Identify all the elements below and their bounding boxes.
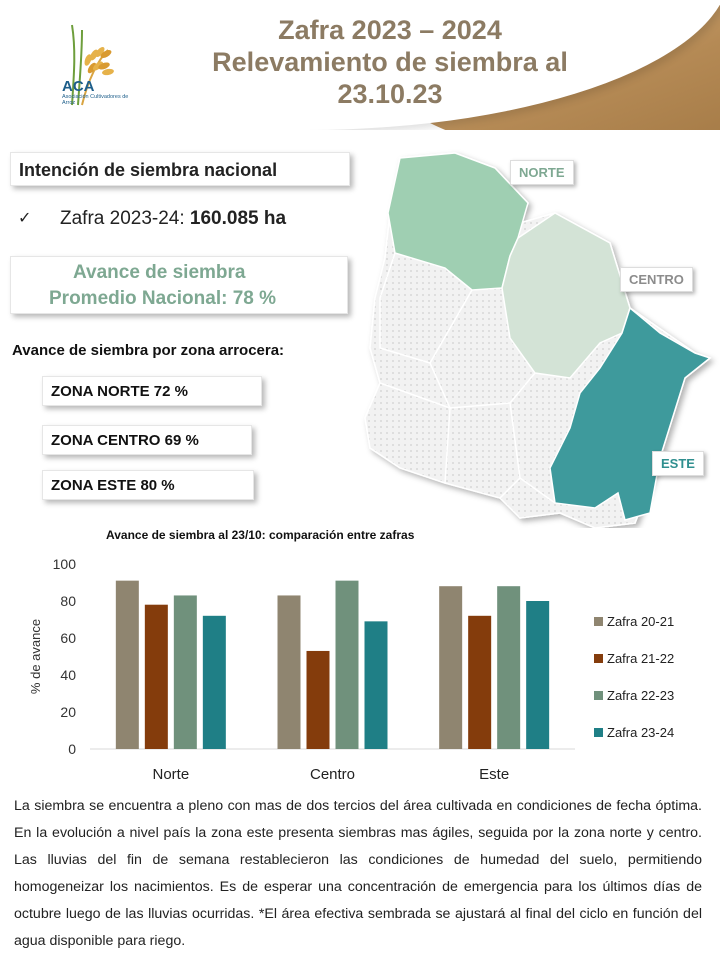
bar-chart: 0 20 40 60 80 100 % de avance Norte Centro Este Za… <box>28 556 674 783</box>
x-tick-label: Este <box>479 766 509 783</box>
x-tick-label: Norte <box>152 766 189 783</box>
intencion-heading: Intención de siembra nacional <box>19 160 278 180</box>
bar <box>364 621 388 749</box>
logo-acronym: ACA <box>62 78 95 95</box>
x-tick-label: Centro <box>310 766 355 783</box>
map-label-norte: NORTE <box>510 160 574 185</box>
legend-label: Zafra 23-24 <box>607 725 674 740</box>
bar <box>439 586 463 749</box>
avance-promedio: Promedio Nacional: 78 % <box>49 288 277 309</box>
bar <box>144 604 168 749</box>
legend-swatch <box>594 654 603 663</box>
map-department-borders <box>379 252 556 504</box>
title-line-1: Zafra 2023 – 2024 <box>278 15 502 45</box>
header-banner: Zafra 2023 – 2024 Relevamiento de siembr… <box>0 0 720 130</box>
page-title: Zafra 2023 – 2024 Relevamiento de siembr… <box>150 14 630 110</box>
y-tick-label: 100 <box>53 556 77 572</box>
uruguay-zones-map <box>364 152 712 528</box>
zona-centro-box: ZONA CENTRO 69 % <box>42 425 252 455</box>
legend-label: Zafra 20-21 <box>607 614 674 629</box>
map-label-este: ESTE <box>652 451 704 476</box>
zona-este-box: ZONA ESTE 80 % <box>42 470 254 500</box>
y-tick-label: 60 <box>60 630 76 646</box>
zona-centro-label: ZONA CENTRO 69 % <box>51 432 199 449</box>
bar <box>173 595 197 749</box>
zafra-area-line: Zafra 2023-24: 160.085 ha <box>60 208 286 230</box>
zafra-value: 160.085 ha <box>189 208 287 229</box>
zona-heading: Avance de siembra por zona arrocera: <box>12 342 285 359</box>
map-label-centro: CENTRO <box>620 267 693 292</box>
legend-swatch <box>594 617 603 626</box>
title-line-2: Relevamiento de siembra al <box>212 47 568 77</box>
zafra-label: Zafra 2023-24: <box>60 208 185 229</box>
map-region-este <box>549 306 712 521</box>
title-line-3: 23.10.23 <box>337 79 443 109</box>
bar <box>202 615 226 749</box>
avance-nacional-box: Avance de siembra Promedio Nacional: 78 … <box>10 256 348 314</box>
bar <box>306 650 330 749</box>
y-tick-label: 80 <box>60 593 76 609</box>
legend-swatch <box>594 728 603 737</box>
bar <box>468 615 492 749</box>
rice-stalk-logo-icon <box>71 24 114 106</box>
zona-norte-box: ZONA NORTE 72 % <box>42 376 262 406</box>
zona-norte-label: ZONA NORTE 72 % <box>51 383 188 400</box>
summary-paragraph: La siembra se encuentra a pleno con mas … <box>14 798 702 949</box>
logo-subtitle: Asociación Cultivadores de Arroz <box>62 94 129 106</box>
check-icon: ✓ <box>18 210 32 227</box>
map-region-centro <box>501 212 631 379</box>
y-tick-label: 40 <box>60 667 76 683</box>
y-axis-label: % de avance <box>28 619 43 694</box>
legend-label: Zafra 22-23 <box>607 688 674 703</box>
bar <box>277 595 301 749</box>
legend-swatch <box>594 691 603 700</box>
bar <box>115 580 139 749</box>
y-tick-label: 0 <box>68 741 76 757</box>
bar <box>526 601 550 749</box>
legend-label: Zafra 21-22 <box>607 651 674 666</box>
avance-title: Avance de siembra <box>73 262 246 283</box>
chart-title: Avance de siembra al 23/10: comparación … <box>106 528 415 542</box>
zona-este-label: ZONA ESTE 80 % <box>51 477 175 494</box>
y-tick-label: 20 <box>60 704 76 720</box>
bar <box>497 586 521 749</box>
intencion-box: Intención de siembra nacional <box>10 152 350 186</box>
bar <box>335 580 359 749</box>
